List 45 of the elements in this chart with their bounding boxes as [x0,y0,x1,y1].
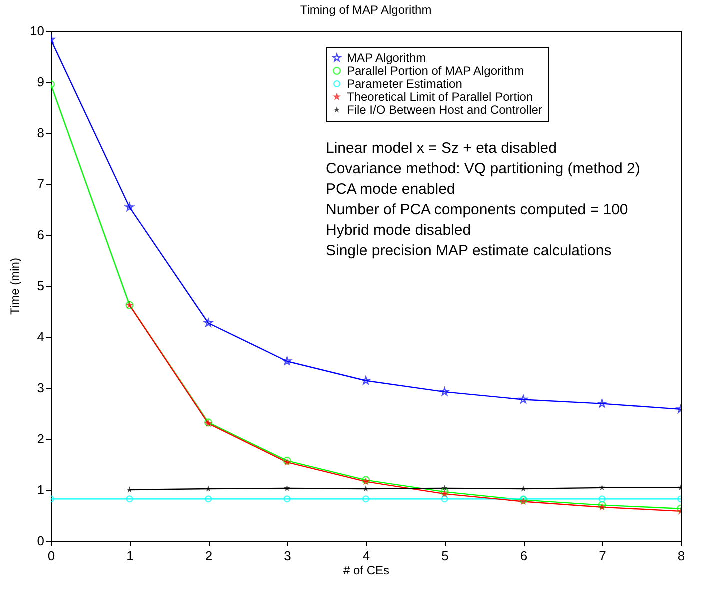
x-tick-label: 3 [284,548,292,564]
y-tick-label: 3 [37,380,44,396]
legend-label: Parameter Estimation [347,77,462,91]
annotation: Covariance method: VQ partitioning (method 2) [326,160,640,178]
x-tick-label: 5 [442,548,449,564]
point [362,496,370,503]
x-tick-label: 8 [678,548,686,564]
point [441,496,448,503]
x-tick-label: 0 [48,548,56,564]
legend-label: Theoretical Limit of Parallel Portion [347,90,534,104]
y-tick-label: 2 [37,432,44,446]
point [362,376,370,385]
x-tick-label: 6 [520,548,528,564]
legend-label: File I/O Between Host and Controller [347,103,542,117]
point [519,395,528,404]
y-tick-label: 1 [37,482,44,498]
x-tick-label: 4 [362,548,370,564]
annotation: PCA mode enabled [326,181,456,198]
chart-title: Timing of MAP Algorithm [300,3,432,17]
legend-label: MAP Algorithm [347,51,426,65]
point [598,496,606,503]
y-tick-label: 5 [37,278,44,294]
annotation: Linear model x = Sz + eta disabled [326,140,557,157]
x-tick-label: 2 [205,548,213,564]
point [204,318,213,327]
y-tick-label: 7 [37,176,44,192]
y-tick-label: 8 [37,126,44,140]
x-axis-title: # of CEs [343,564,390,578]
x-tick-label: 7 [599,548,606,564]
y-tick-label: 0 [37,534,44,548]
annotation: Number of PCA components computed = 100 [326,202,628,218]
y-tick-label: 4 [37,330,44,344]
point [204,496,212,503]
x-tick-label: 1 [126,548,134,564]
point [125,202,134,212]
y-tick-label: 6 [37,228,44,242]
annotation: Hybrid mode disabled [326,222,472,239]
y-axis-title: Time (min) [8,258,22,315]
y-tick-label: 9 [37,74,44,90]
point [598,399,607,408]
point [126,496,134,503]
point [284,496,291,503]
legend-label: Parallel Portion of MAP Algorithm [347,64,524,78]
annotation: Single precision MAP estimate calculations [326,242,612,260]
y-tick-label: 10 [30,24,44,38]
